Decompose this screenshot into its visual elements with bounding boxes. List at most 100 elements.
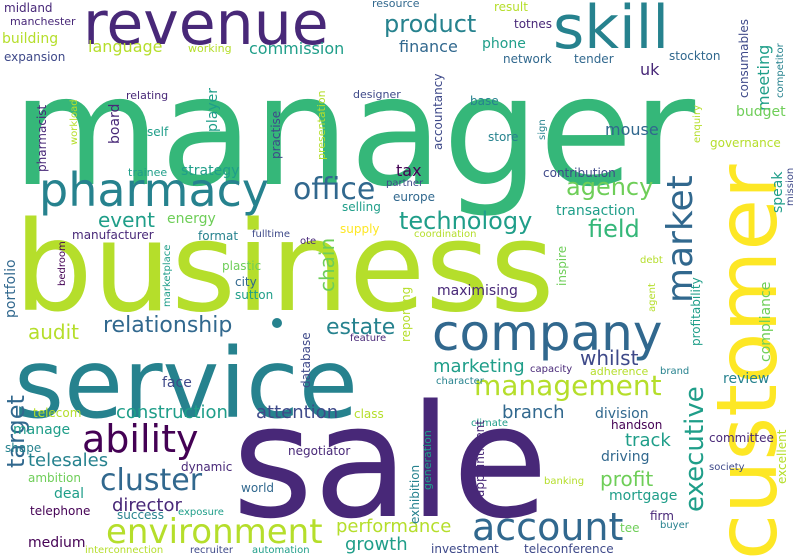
word-success: success — [117, 508, 164, 522]
word-track: track — [625, 430, 671, 451]
word-banking: banking — [544, 476, 585, 487]
word-format: format — [198, 229, 239, 243]
word-recruiter: recruiter — [190, 545, 233, 556]
word-fulltime: fulltime — [252, 229, 291, 240]
word-trainee: trainee — [128, 166, 168, 179]
word-speak: speak — [770, 171, 786, 213]
word-audit: audit — [28, 320, 80, 344]
word-manage: manage — [13, 422, 71, 438]
word-bedroom: bedroom — [57, 241, 68, 286]
word-growth: growth — [345, 534, 408, 555]
word-attention: attention — [256, 402, 339, 423]
word-sale: sale — [232, 371, 549, 553]
word-agency: agency — [566, 173, 654, 201]
word-exposure: exposure — [178, 507, 224, 518]
word-account: account — [472, 505, 624, 549]
word-workload: workload — [69, 99, 80, 145]
word-mission: mission — [785, 167, 796, 206]
word-cluster: cluster — [100, 463, 203, 498]
word-negotiator: negotiator — [288, 444, 351, 458]
word-branch: branch — [502, 402, 565, 423]
word-maximising: maximising — [437, 283, 518, 299]
word-presentation: presentation — [315, 90, 328, 160]
word-practise: practise — [269, 110, 283, 159]
word-business: business — [14, 196, 555, 340]
word-ambition: ambition — [28, 471, 81, 485]
word-tax: tax — [396, 161, 422, 180]
word-working: working — [188, 42, 232, 55]
word-enquiry: enquiry — [692, 105, 703, 143]
dot-mark — [272, 318, 282, 328]
word-field: field — [588, 215, 640, 243]
word-mortgage: mortgage — [609, 488, 678, 504]
word-phone: phone — [482, 36, 526, 52]
word-partner: partner — [386, 178, 424, 189]
word-profitability: profitability — [689, 277, 703, 346]
word-customer: customer — [698, 164, 796, 560]
word-relationship: relationship — [103, 313, 233, 338]
word-stockton: stockton — [669, 49, 721, 63]
word-excellent: excellent — [775, 429, 789, 484]
word-shape: shape — [5, 441, 42, 455]
word-feature: feature — [350, 333, 387, 344]
word-plastic: plastic — [222, 259, 262, 273]
word-division: division — [595, 406, 649, 422]
word-tee: tee — [620, 521, 640, 535]
word-interconnection: interconnection — [85, 545, 164, 556]
word-skill: skill — [553, 0, 670, 63]
word-telesales: telesales — [28, 450, 109, 471]
word-language: language — [88, 37, 163, 56]
word-brand: brand — [660, 366, 690, 377]
word-relating: relating — [126, 89, 169, 102]
word-character: character — [436, 376, 484, 387]
word-mouse: mouse — [605, 120, 659, 139]
word-meeting: meeting — [754, 44, 773, 111]
word-performance: performance — [336, 516, 452, 537]
word-marketplace: marketplace — [162, 244, 173, 307]
word-construction: construction — [116, 402, 228, 423]
word-supply: supply — [340, 222, 380, 236]
word-board: board — [107, 103, 123, 144]
word-ote: ote — [300, 236, 317, 247]
word-sign: sign — [537, 119, 548, 140]
word-contribution: contribution — [543, 166, 616, 180]
word-resource: resource — [372, 0, 420, 10]
word-adherence: adherence — [590, 365, 649, 378]
word-teleconference: teleconference — [524, 542, 614, 556]
word-class: class — [354, 407, 384, 421]
word-designer: designer — [353, 88, 401, 101]
word-city: city — [235, 275, 257, 289]
word-medium: medium — [28, 535, 86, 551]
word-climate: climate — [471, 418, 508, 429]
word-coordination: coordination — [414, 229, 477, 240]
word-deal: deal — [54, 486, 84, 502]
word-governance: governance — [710, 136, 781, 150]
word-budget: budget — [736, 104, 786, 120]
word-manchester: manchester — [10, 15, 76, 28]
word-store: store — [488, 130, 519, 144]
word-inspire: inspire — [555, 245, 569, 286]
word-building: building — [2, 31, 59, 47]
word-network: network — [503, 52, 552, 66]
word-manager: manager — [12, 43, 696, 220]
word-commission: commission — [249, 39, 345, 58]
word-executive: executive — [680, 386, 710, 512]
word-midland: midland — [4, 1, 53, 15]
word-review: review — [723, 371, 770, 387]
word-consumables: consumables — [737, 18, 751, 98]
word-face: face — [162, 375, 192, 391]
word-event: event — [98, 208, 155, 232]
word-sutton: sutton — [235, 288, 274, 302]
word-product: product — [384, 10, 477, 38]
word-tender: tender — [574, 52, 614, 66]
word-ability: ability — [82, 417, 199, 461]
word-revenue: revenue — [83, 0, 329, 59]
word-estate: estate — [326, 315, 396, 340]
word-accountancy: accountancy — [431, 73, 445, 150]
word-director: director — [112, 495, 182, 516]
word-selling: selling — [342, 200, 381, 214]
word-service: service — [14, 328, 358, 440]
word-manufacturer: manufacturer — [72, 228, 154, 242]
word-finance: finance — [399, 37, 458, 56]
